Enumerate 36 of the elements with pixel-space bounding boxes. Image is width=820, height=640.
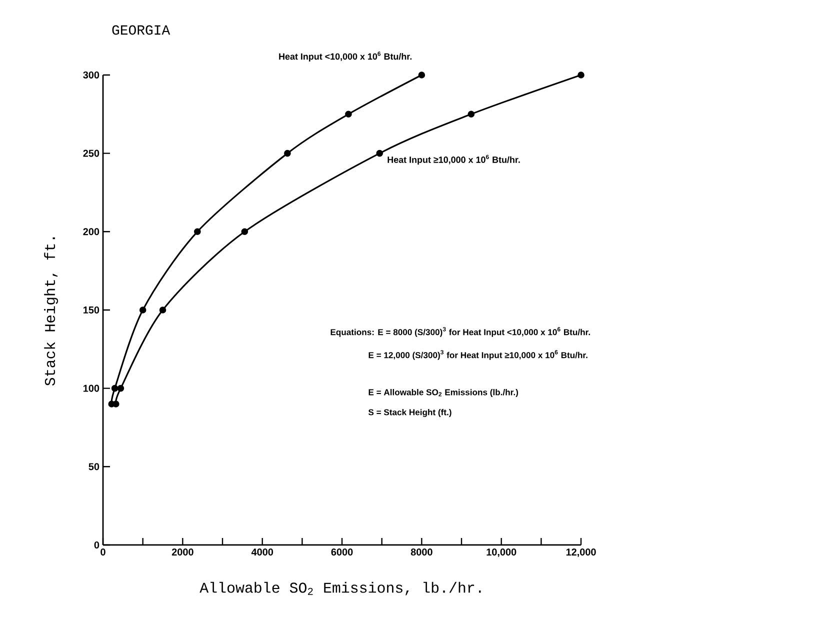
y-tick-label: 50: [88, 463, 100, 470]
y-tick-label: 100: [83, 384, 100, 392]
series-label: Heat Input ≥10,000 x 10$^{6}$ Btu/hr.: [388, 154, 520, 165]
point: [418, 72, 426, 78]
y-tick-label: 150: [83, 306, 100, 314]
x-tick-label: 2000: [172, 548, 194, 556]
x-tick-label: 12,000: [566, 548, 596, 558]
annotation: S = Stack Height (ft.): [368, 408, 452, 417]
point: [241, 228, 248, 236]
x-tick-label: 4000: [251, 548, 274, 556]
point: [139, 306, 146, 314]
point: [578, 72, 584, 78]
point: [111, 384, 118, 392]
y-tick-label: 300: [83, 71, 100, 79]
y-axis-title: Stack Height, ft.: [44, 237, 58, 386]
y-tick-label: 0: [94, 541, 100, 549]
point: [345, 110, 352, 118]
x-tick-label: 6000: [331, 548, 353, 556]
point: [112, 400, 120, 408]
point: [159, 306, 166, 314]
point: [284, 150, 291, 157]
annotation: E = 12,000 (S/300)$^{3}$ for Heat Input ≥10,000 x 10$^{6}$ Btu/hr.: [368, 350, 588, 360]
x-tick-label: 0: [100, 548, 106, 556]
x-tick-label: 8000: [410, 548, 432, 556]
point: [468, 110, 475, 118]
annotation: Equations: E = 8000 (S/300)$^{3}$ for Heat Input <10,000 x 10$^{6}$ Btu/hr.: [330, 327, 590, 337]
annotation: E = Allowable SO$_{2}$ Emissions (lb./hr.): [368, 389, 518, 397]
point: [194, 228, 201, 236]
x-axis-title: Allowable SO$_{2}$ Emissions, lb./hr.: [200, 582, 481, 596]
point: [117, 384, 124, 392]
y-tick-label: 200: [83, 228, 100, 236]
y-tick-label: 250: [83, 150, 100, 157]
x-tick-label: 10,000: [486, 548, 516, 558]
series-label: Heat Input <10,000 x 10$^{6}$ Btu/hr.: [279, 52, 412, 62]
chart-title: GEORGIA: [112, 25, 170, 35]
point: [376, 150, 384, 157]
